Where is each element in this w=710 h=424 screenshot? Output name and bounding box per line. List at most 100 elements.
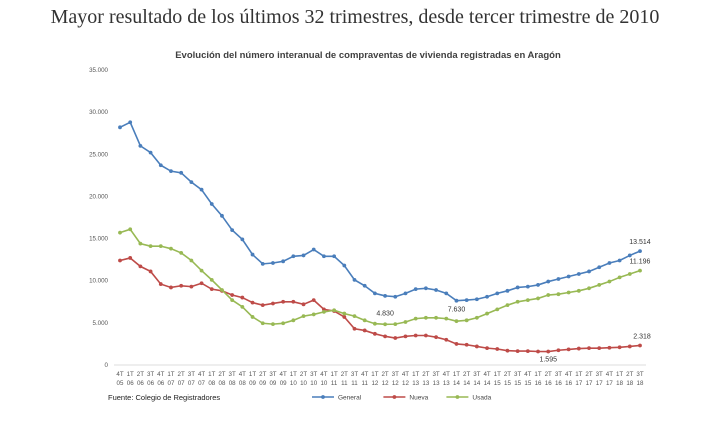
legend-label: Nueva <box>409 394 428 401</box>
x-tick-year: 10 <box>300 380 307 387</box>
x-tick-year: 16 <box>545 380 552 387</box>
y-tick-label: 20.000 <box>89 193 108 200</box>
data-point-usada <box>587 286 591 291</box>
legend-label: Usada <box>472 394 491 401</box>
series-line-usada <box>119 228 641 326</box>
data-point-general <box>566 274 571 279</box>
data-point-nueva <box>444 337 449 342</box>
x-tick-quarter: 4T <box>483 371 490 378</box>
data-point-nueva <box>546 349 551 354</box>
x-tick-year: 10 <box>320 380 327 387</box>
data-point-nueva <box>260 303 265 308</box>
x-tick-quarter: 3T <box>514 371 521 378</box>
x-tick-year: 18 <box>637 380 644 387</box>
data-point-usada <box>383 322 387 327</box>
x-tick-quarter: 4T <box>606 371 613 378</box>
x-tick-quarter: 2T <box>585 371 592 378</box>
data-point-general <box>638 249 642 253</box>
data-point-nueva <box>342 315 347 319</box>
data-point-nueva <box>352 326 357 331</box>
data-point-usada <box>638 268 642 273</box>
x-tick-year: 15 <box>504 380 511 387</box>
x-tick-year: 17 <box>575 380 582 387</box>
data-point-nueva <box>597 346 602 351</box>
data-point-nueva <box>128 256 133 260</box>
data-point-usada <box>597 283 602 287</box>
data-point-general <box>209 202 214 206</box>
data-point-general <box>464 298 469 302</box>
x-tick-quarter: 3T <box>351 371 358 378</box>
data-point-general <box>454 298 459 303</box>
x-tick-quarter: 2T <box>259 371 266 378</box>
data-point-general <box>250 252 255 257</box>
series-nueva <box>118 256 642 354</box>
x-tick-year: 15 <box>524 380 531 387</box>
x-tick-quarter: 4T <box>443 371 450 378</box>
data-label: 4.830 <box>376 310 394 317</box>
data-point-general <box>148 150 153 155</box>
data-point-nueva <box>230 293 235 297</box>
x-tick-quarter: 3T <box>596 371 603 378</box>
x-tick-year: 16 <box>555 380 562 387</box>
y-tick-label: 15.000 <box>89 236 108 243</box>
x-tick-year: 13 <box>443 380 450 387</box>
data-label: 1.595 <box>539 357 557 364</box>
x-tick-quarter: 2T <box>545 371 552 378</box>
data-point-general <box>260 261 265 266</box>
data-point-nueva <box>250 300 255 305</box>
data-point-usada <box>576 288 581 293</box>
data-point-general <box>158 163 163 168</box>
data-point-general <box>189 180 194 185</box>
x-tick-year: 08 <box>219 380 226 387</box>
x-tick-year: 12 <box>382 380 389 387</box>
data-point-nueva <box>515 349 520 353</box>
data-point-general <box>240 237 245 242</box>
x-tick-quarter: 4T <box>320 371 327 378</box>
data-point-general <box>301 253 306 258</box>
x-tick-year: 17 <box>606 380 613 387</box>
legend-swatch-marker <box>392 395 397 399</box>
x-tick-quarter: 4T <box>239 371 246 378</box>
data-point-nueva <box>209 287 214 292</box>
data-point-usada <box>393 322 398 327</box>
data-point-general <box>281 259 286 264</box>
x-tick-year: 15 <box>494 380 501 387</box>
data-point-usada <box>220 288 224 292</box>
x-tick-quarter: 4T <box>198 371 205 378</box>
x-tick-year: 18 <box>616 380 623 387</box>
data-label: 2.318 <box>633 333 651 340</box>
x-tick-quarter: 3T <box>310 371 317 378</box>
x-tick-quarter: 2T <box>178 371 185 378</box>
x-tick-year: 16 <box>565 380 572 387</box>
data-point-nueva <box>291 299 296 304</box>
x-tick-quarter: 1T <box>616 371 623 378</box>
data-point-nueva <box>566 347 571 352</box>
x-tick-quarter: 4T <box>280 371 287 378</box>
x-tick-quarter: 1T <box>371 371 378 378</box>
data-point-usada <box>189 258 194 263</box>
x-tick-quarter: 3T <box>473 371 480 378</box>
data-point-nueva <box>627 344 632 349</box>
data-label: 7.630 <box>448 307 466 314</box>
y-tick-label: 5.000 <box>93 320 109 327</box>
x-tick-year: 18 <box>626 380 633 387</box>
data-point-general <box>352 277 357 282</box>
data-point-general <box>322 254 326 259</box>
data-point-nueva <box>189 284 194 289</box>
data-point-usada <box>454 319 459 324</box>
legend-item-usada: Usada <box>446 394 492 401</box>
page-headline: Mayor resultado de los últimos 32 trimes… <box>50 6 660 28</box>
y-tick-label: 25.000 <box>89 151 108 158</box>
x-tick-year: 12 <box>392 380 399 387</box>
data-point-nueva <box>118 258 122 263</box>
data-point-nueva <box>464 342 469 347</box>
data-point-general <box>179 170 184 175</box>
data-point-general <box>118 125 122 130</box>
x-tick-year: 07 <box>168 380 175 387</box>
data-point-nueva <box>576 346 581 351</box>
x-tick-quarter: 1T <box>290 371 297 378</box>
x-tick-quarter: 1T <box>453 371 460 378</box>
data-point-nueva <box>403 334 408 339</box>
data-point-nueva <box>281 299 286 304</box>
data-point-nueva <box>617 345 622 350</box>
